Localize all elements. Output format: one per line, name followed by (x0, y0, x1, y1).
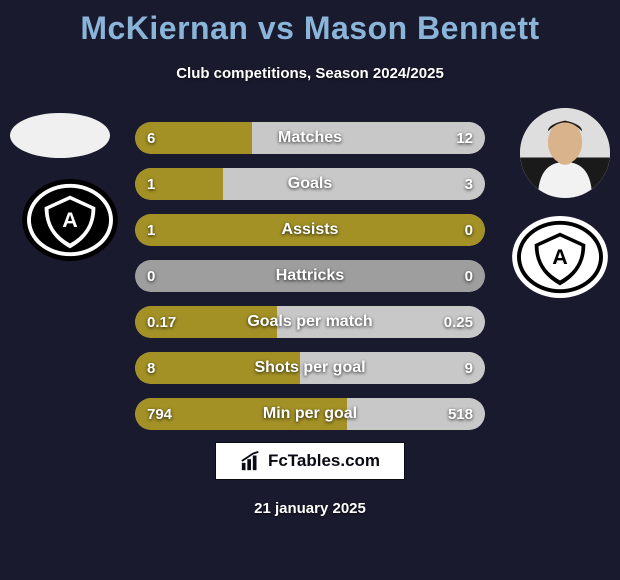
stat-row: 0.170.25Goals per match (135, 306, 485, 338)
stat-bar-left (135, 168, 223, 200)
footer-date: 21 january 2025 (0, 500, 620, 517)
stats-container: 612Matches 13Goals 10Assists 00Hattricks 0.1… (135, 122, 485, 444)
stat-row: 89Shots per goal (135, 352, 485, 384)
stat-bar-right (277, 306, 485, 338)
stat-bar-left (135, 122, 252, 154)
svg-text:A: A (552, 245, 568, 269)
club-right-shield-icon: A (511, 215, 609, 299)
club-left-shield-icon: A (21, 178, 119, 262)
player-right-avatar (520, 108, 610, 198)
stat-row: 612Matches (135, 122, 485, 154)
stat-row: 00Hattricks (135, 260, 485, 292)
stat-bar-left (135, 260, 485, 292)
stat-row: 10Assists (135, 214, 485, 246)
footer-brand: FcTables.com (215, 442, 405, 480)
stat-bar-right (300, 352, 485, 384)
page-title: McKiernan vs Mason Bennett (0, 0, 620, 47)
stat-row: 794518Min per goal (135, 398, 485, 430)
chart-icon (240, 450, 262, 472)
stat-bar-right (252, 122, 485, 154)
stat-bar-right (347, 398, 485, 430)
svg-text:A: A (62, 208, 78, 232)
subtitle: Club competitions, Season 2024/2025 (0, 65, 620, 82)
footer-brand-text: FcTables.com (268, 451, 380, 471)
stat-bar-left (135, 398, 347, 430)
player-right-photo-icon (520, 108, 610, 198)
stat-bar-left (135, 352, 300, 384)
stat-bar-left (135, 214, 485, 246)
stat-row: 13Goals (135, 168, 485, 200)
stat-bar-right (223, 168, 485, 200)
stat-bar-left (135, 306, 277, 338)
player-left-avatar (10, 113, 110, 158)
